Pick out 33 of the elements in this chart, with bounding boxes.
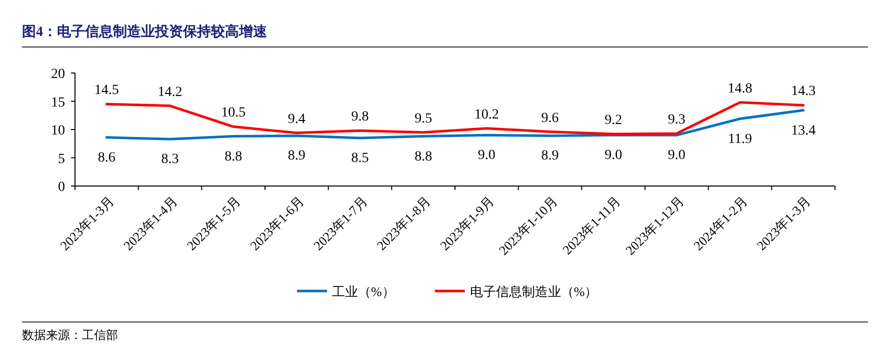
data-label: 9.0 (668, 148, 686, 164)
data-label: 13.4 (791, 123, 816, 138)
data-label: 9.0 (604, 148, 622, 164)
data-label: 8.8 (414, 149, 432, 164)
data-label: 14.2 (158, 84, 182, 100)
data-label: 8.3 (161, 152, 179, 168)
data-label: 9.5 (414, 111, 432, 126)
data-label: 14.5 (94, 83, 119, 98)
y-tick-label: 0 (58, 180, 65, 195)
data-label: 8.5 (351, 150, 369, 166)
data-label: 9.8 (351, 110, 369, 125)
y-tick-label: 20 (51, 67, 65, 82)
data-label: 9.6 (541, 110, 559, 126)
legend-label: 工业（%） (332, 284, 395, 299)
y-tick-label: 5 (58, 152, 65, 167)
data-label: 9.4 (288, 112, 306, 127)
data-label: 9.2 (604, 113, 622, 128)
source-note: 数据来源：工信部 (22, 328, 118, 342)
data-label: 8.9 (541, 148, 559, 164)
data-label: 10.2 (474, 107, 499, 122)
y-tick-label: 10 (51, 124, 65, 138)
data-label: 14.3 (791, 84, 816, 100)
y-tick-label: 15 (51, 95, 65, 110)
data-label: 9.3 (668, 112, 686, 128)
data-label: 9.0 (478, 148, 496, 164)
data-label: 11.9 (728, 132, 752, 147)
data-label: 8.9 (288, 148, 306, 164)
data-label: 8.8 (224, 149, 242, 164)
data-label: 8.6 (98, 150, 116, 166)
data-label: 10.5 (221, 106, 246, 121)
data-label: 14.8 (728, 81, 752, 96)
chart-title: 图4：电子信息制造业投资保持较高增速 (22, 23, 268, 40)
legend-label: 电子信息制造业（%） (470, 284, 598, 299)
